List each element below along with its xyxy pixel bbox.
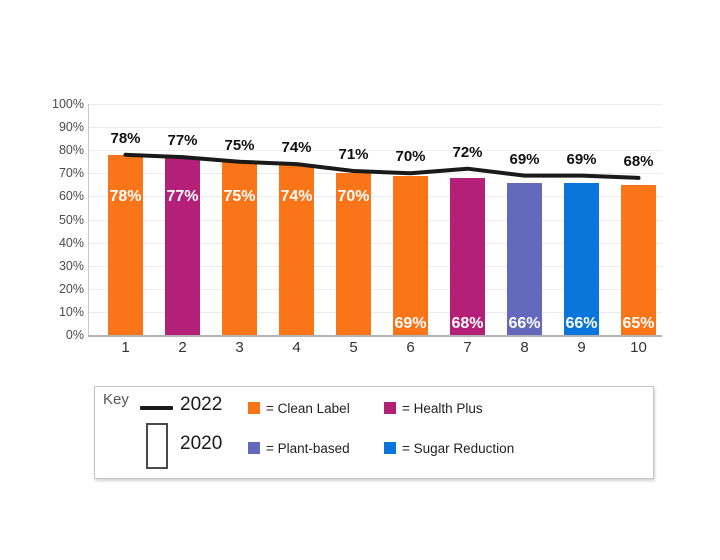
x-tick-label: 5 — [349, 339, 358, 356]
line-data-label: 70% — [395, 148, 426, 165]
y-tick-label: 90% — [58, 120, 84, 135]
legend-swatch-icon — [384, 402, 396, 414]
bar-data-label: 66% — [565, 315, 598, 332]
bar-data-label: 77% — [166, 188, 199, 205]
x-tick-label: 2 — [178, 339, 187, 356]
legend-item-label: = Clean Label — [266, 400, 350, 416]
x-tick-label: 7 — [463, 339, 472, 356]
line-data-label: 78% — [110, 130, 141, 147]
x-tick-label: 9 — [577, 339, 586, 356]
x-tick-label: 4 — [292, 339, 301, 356]
gridline-80% — [88, 150, 662, 152]
legend-item-clean-label: = Clean Label — [248, 400, 384, 416]
legend: = Clean Label = Health Plus = Plant-based =… — [248, 400, 514, 456]
key-line-label: 2022 — [180, 394, 223, 415]
key-title: Key — [103, 391, 129, 408]
gridline-30% — [88, 265, 662, 267]
x-axis-line — [88, 335, 662, 337]
legend-item-health-plus: = Health Plus — [384, 400, 514, 416]
bar-data-label: 75% — [223, 188, 256, 205]
legend-swatch-icon — [248, 402, 260, 414]
y-tick-label: 20% — [58, 281, 84, 296]
bar-5-clean-label — [336, 173, 371, 335]
bar-data-label: 69% — [394, 315, 427, 332]
x-tick-label: 1 — [121, 339, 130, 356]
bar-data-label: 70% — [337, 188, 370, 205]
key-bar-label: 2020 — [180, 433, 223, 454]
legend-item-label: = Health Plus — [402, 400, 483, 416]
line-data-label: 69% — [566, 151, 597, 168]
legend-swatch-icon — [384, 442, 396, 454]
y-tick-label: 80% — [58, 143, 84, 158]
bar-2020-sample-icon — [146, 423, 168, 469]
key-box: Key 2022 2020 = Clean Label = Health Plus… — [94, 386, 654, 479]
bar-data-label: 66% — [508, 315, 541, 332]
line-data-label: 69% — [509, 151, 540, 168]
bar-8-plant-based — [507, 182, 542, 335]
line-2022-sample-icon — [140, 406, 173, 410]
bar-1-clean-label — [108, 154, 143, 335]
line-data-label: 68% — [623, 153, 654, 170]
legend-item-sugar-reduction: = Sugar Reduction — [384, 440, 514, 456]
bar-9-sugar-reduction — [564, 182, 599, 335]
gridline-50% — [88, 219, 662, 221]
gridline-20% — [88, 288, 662, 290]
x-tick-label: 8 — [520, 339, 529, 356]
bar-data-label: 68% — [451, 315, 484, 332]
legend-item-label: = Sugar Reduction — [402, 440, 515, 456]
line-data-label: 71% — [338, 146, 369, 163]
x-tick-label: 10 — [630, 339, 647, 356]
y-tick-label: 60% — [58, 189, 84, 204]
gridline-60% — [88, 196, 662, 198]
y-tick-label: 50% — [58, 212, 84, 227]
y-tick-label: 30% — [58, 258, 84, 273]
bar-data-label: 74% — [280, 188, 313, 205]
x-tick-label: 3 — [235, 339, 244, 356]
x-tick-label: 6 — [406, 339, 415, 356]
line-data-label: 74% — [281, 139, 312, 156]
legend-item-label: = Plant-based — [266, 440, 350, 456]
line-data-label: 75% — [224, 137, 255, 154]
bar-4-clean-label — [279, 164, 314, 335]
y-tick-label: 0% — [65, 328, 84, 342]
y-tick-label: 70% — [58, 166, 84, 181]
y-tick-label: 10% — [58, 304, 84, 319]
bar-7-health-plus — [450, 177, 485, 335]
legend-swatch-icon — [248, 442, 260, 454]
bar-3-clean-label — [222, 161, 257, 335]
gridline-10% — [88, 311, 662, 313]
bar-data-label: 78% — [109, 188, 142, 205]
bar-2-health-plus — [165, 157, 200, 335]
bar-10-clean-label — [621, 184, 656, 335]
y-axis-line — [88, 104, 89, 335]
gridline-100% — [88, 104, 662, 105]
line-data-label: 77% — [167, 132, 198, 149]
bar-data-label: 65% — [622, 315, 655, 332]
bar-6-clean-label — [393, 175, 428, 335]
y-tick-label: 100% — [52, 97, 84, 111]
gridline-40% — [88, 242, 662, 244]
gridline-90% — [88, 127, 662, 129]
y-tick-label: 40% — [58, 235, 84, 250]
legend-item-plant-based: = Plant-based — [248, 440, 384, 456]
line-data-label: 72% — [452, 144, 483, 161]
